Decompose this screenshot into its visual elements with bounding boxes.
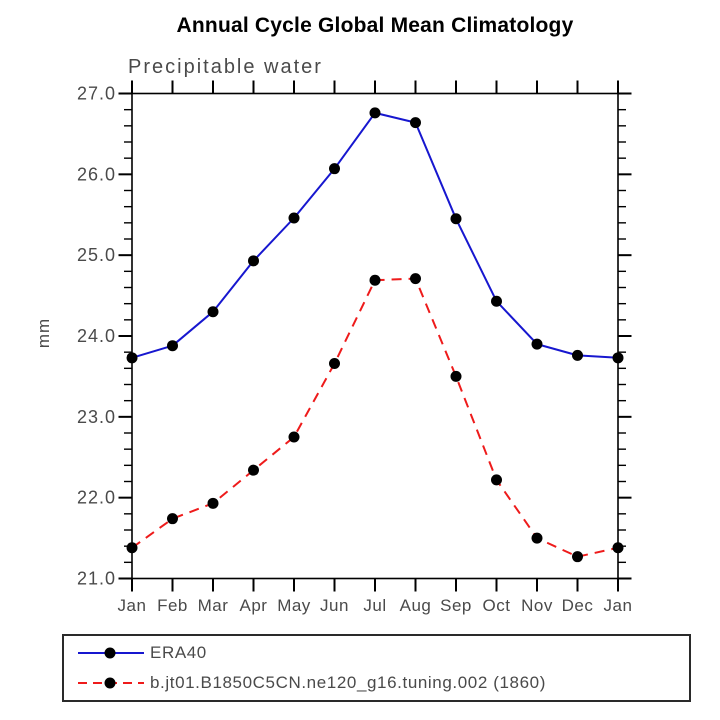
data-point-marker [491,295,502,307]
y-tick-label: 27.0 [77,84,116,104]
x-tick-label: Dec [562,596,594,615]
y-tick-label: 26.0 [77,164,116,184]
data-point-marker [491,474,502,486]
data-point-marker [410,117,421,129]
legend-label-model: b.jt01.B1850C5CN.ne120_g16.tuning.002 (1… [150,673,546,693]
data-point-marker [531,532,543,544]
data-point-marker [207,497,219,509]
plot-area: 21.0 22.0 23.0 24.0 25.0 26.0 27.0 Jan Feb Mar Apr… [77,80,633,615]
legend-line-sample-solid [78,647,144,659]
data-point-marker [167,340,178,352]
x-tick-label: Jan [604,596,633,615]
legend-entry-era40: ERA40 [76,639,689,667]
data-point-marker [612,352,624,364]
x-tick-label: Jan [118,596,147,615]
y-tick-label: 21.0 [77,569,116,589]
x-tick-label: Apr [240,596,268,615]
data-point-marker [572,349,583,361]
series-line-era40 [131,111,619,359]
data-point-marker [572,551,583,563]
legend-line-sample-dashed [78,677,144,689]
data-point-marker [329,357,340,369]
legend-label-era40: ERA40 [150,642,207,662]
data-point-marker [410,273,421,285]
data-point-marker [369,107,381,119]
data-point-marker [126,352,138,364]
legend-box: ERA40 b.jt01.B1850C5CN.ne120_g16.tuning.… [62,634,691,702]
data-point-marker [369,274,381,286]
data-point-marker [531,338,543,350]
data-point-marker [126,542,138,554]
y-tick-label: 23.0 [77,407,116,427]
x-tick-label: May [277,596,311,615]
chart-title: Annual Cycle Global Mean Climatology [176,14,574,37]
data-point-marker [288,212,300,224]
x-tick-label: Oct [483,596,511,615]
y-tick-label: 24.0 [77,326,116,346]
x-tick-label: Jun [320,596,349,615]
data-point-marker [248,255,259,267]
data-point-marker [329,163,340,175]
data-point-marker [450,213,462,225]
plot-frame [131,92,619,580]
series-line-model [131,277,619,558]
x-tick-label: Mar [198,596,229,615]
data-point-marker [167,513,178,525]
x-tick-label: Nov [521,596,553,615]
x-tick-label: Sep [440,596,472,615]
data-point-marker [612,542,624,554]
legend-entry-model: b.jt01.B1850C5CN.ne120_g16.tuning.002 (1… [76,669,689,697]
x-tick-label: Feb [157,596,188,615]
data-point-marker [288,431,300,443]
data-point-marker [248,464,259,476]
chart-subtitle: Precipitable water [128,56,323,78]
x-tick-label: Aug [400,596,432,615]
data-point-marker [207,306,219,318]
y-tick-label: 22.0 [77,488,116,508]
data-point-marker [450,370,462,382]
x-tick-label: Jul [363,596,386,615]
y-tick-label: 25.0 [77,245,116,265]
